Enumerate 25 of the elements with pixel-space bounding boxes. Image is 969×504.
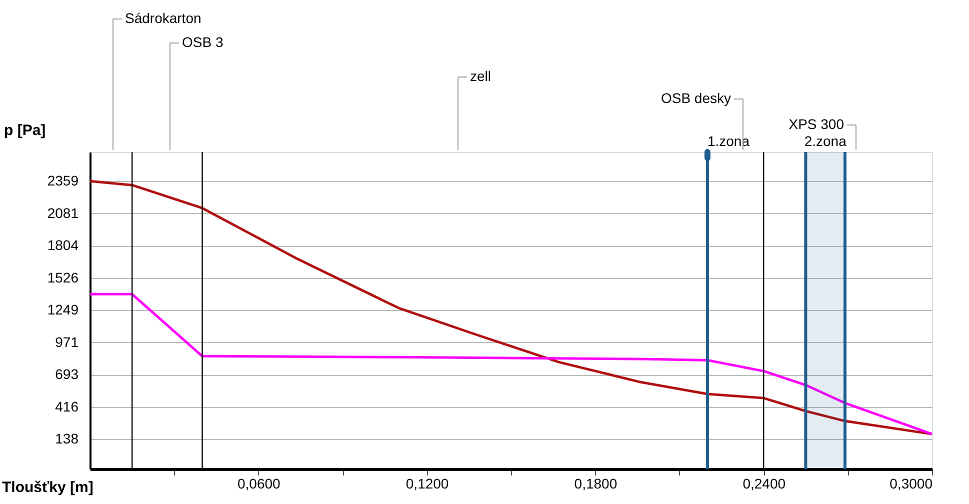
x-tick-label: 0,3000	[890, 476, 933, 492]
y-tick-label: 2359	[47, 172, 79, 189]
y-tick-label: 2081	[47, 204, 79, 221]
text: zell	[470, 68, 492, 84]
y-tick-label: 1249	[47, 302, 79, 318]
text: OSB 3	[182, 34, 224, 50]
y-axis-title: p [Pa]	[4, 122, 46, 139]
text: Sádrokarton	[125, 10, 202, 26]
line-series	[88, 180, 934, 436]
text: XPS 300	[788, 116, 844, 132]
ref-line-label: 1.zona	[707, 133, 750, 149]
band-label: 2.zona	[804, 133, 847, 149]
y-tick-label: 138	[55, 430, 79, 447]
y-tick-label: 971	[55, 334, 79, 350]
x-tick-label: 0,1800	[574, 476, 618, 492]
y-tick-label: 1804	[47, 237, 79, 254]
x-tick-label: 0,0600	[237, 476, 281, 492]
line-series	[88, 292, 934, 436]
y-tick-label: 693	[55, 366, 79, 382]
x-tick-label: 0,2400	[742, 476, 786, 492]
y-tick-label: 416	[55, 398, 79, 414]
text: OSB desky	[660, 90, 731, 106]
x-axis-title: Tloušťky [m]	[2, 479, 94, 496]
y-tick-label: 1526	[47, 269, 79, 286]
x-tick-label: 0,1200	[406, 476, 449, 492]
